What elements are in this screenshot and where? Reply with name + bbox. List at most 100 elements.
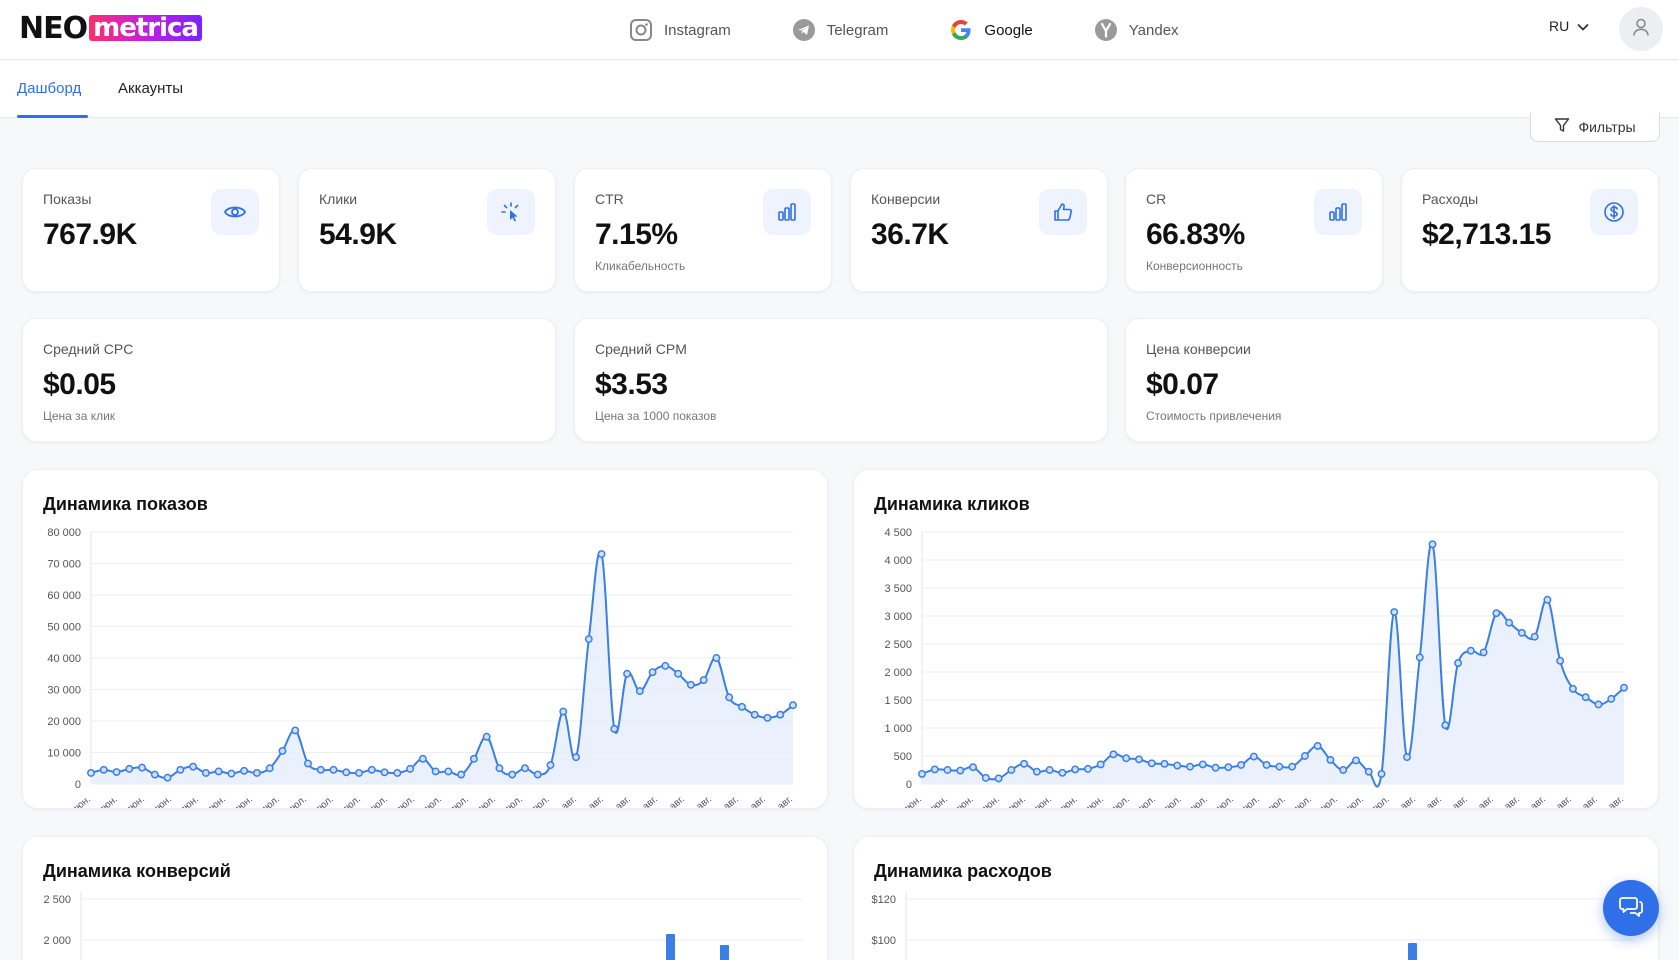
x-tick-label: июн. bbox=[1004, 794, 1027, 809]
instagram-icon bbox=[628, 17, 654, 43]
kpi-sub: Конверсионность bbox=[1146, 259, 1243, 273]
platform-google[interactable]: Google bbox=[948, 17, 1033, 43]
kpi-conversions: Конверсии 36.7K bbox=[850, 168, 1108, 292]
avatar[interactable] bbox=[1619, 7, 1663, 51]
x-tick-label: июн. bbox=[177, 794, 200, 809]
logo-neo: NEO bbox=[19, 10, 88, 46]
platform-label: Google bbox=[984, 21, 1033, 39]
kpi-label: Клики bbox=[319, 191, 358, 207]
tab-accounts[interactable]: Аккаунты bbox=[118, 80, 184, 97]
x-tick-label: июл. bbox=[1368, 794, 1392, 809]
language-value: RU bbox=[1549, 18, 1570, 34]
language-select[interactable]: RU bbox=[1549, 18, 1589, 34]
chart-title: Динамика показов bbox=[43, 494, 208, 514]
data-point bbox=[699, 676, 708, 685]
x-tick-label: авг. bbox=[614, 794, 633, 809]
chart-spend: Динамика расходов $120 $100 bbox=[853, 836, 1659, 960]
data-point bbox=[1262, 761, 1271, 769]
x-tick-label: авг. bbox=[1451, 794, 1470, 809]
conversions-bar-chart: 2 500 2 000 bbox=[43, 892, 803, 960]
x-tick-label: авг. bbox=[1607, 794, 1626, 809]
data-point bbox=[469, 754, 478, 763]
data-point bbox=[712, 654, 721, 662]
x-tick-label: июл. bbox=[1186, 794, 1210, 809]
data-point bbox=[1326, 755, 1335, 764]
platform-label: Yandex bbox=[1128, 21, 1179, 39]
telegram-icon bbox=[791, 17, 817, 43]
y-tick-label: 1 500 bbox=[884, 695, 912, 707]
x-tick-label: июл. bbox=[1264, 794, 1288, 809]
data-point bbox=[1403, 753, 1411, 762]
filters-button[interactable]: Фильтры bbox=[1530, 112, 1660, 142]
y-tick-label: 50 000 bbox=[47, 622, 81, 634]
x-tick-label: июл. bbox=[1108, 794, 1132, 809]
platform-yandex[interactable]: Yandex bbox=[1093, 17, 1179, 43]
data-point bbox=[189, 762, 198, 771]
user-icon bbox=[1631, 17, 1651, 42]
eye-icon bbox=[211, 189, 259, 235]
data-point bbox=[1568, 684, 1577, 693]
x-tick-label: авг. bbox=[749, 794, 768, 809]
y-tick-label: 3 500 bbox=[884, 583, 912, 595]
y-tick-label: $100 bbox=[872, 935, 896, 947]
data-point bbox=[1186, 762, 1194, 771]
data-point bbox=[1466, 646, 1475, 655]
y-tick-label: 500 bbox=[894, 751, 912, 763]
x-tick-label: июн. bbox=[1082, 794, 1105, 809]
data-point bbox=[457, 770, 466, 779]
logo[interactable]: NEO metrica bbox=[19, 10, 202, 46]
data-point bbox=[1607, 694, 1616, 703]
x-tick-label: авг. bbox=[668, 794, 687, 809]
data-point bbox=[138, 763, 147, 772]
x-tick-label: авг. bbox=[1503, 794, 1522, 809]
x-tick-label: июл. bbox=[285, 794, 309, 809]
x-tick-label: июн. bbox=[150, 794, 173, 809]
x-tick-label: июл. bbox=[501, 794, 525, 809]
data-point bbox=[1249, 752, 1258, 761]
metric-label: Средний CPC bbox=[43, 341, 134, 357]
active-tab-indicator bbox=[17, 115, 88, 118]
bar bbox=[720, 945, 729, 960]
platform-telegram[interactable]: Telegram bbox=[791, 17, 888, 43]
chat-button[interactable] bbox=[1603, 880, 1659, 936]
x-tick-label: июн. bbox=[952, 794, 975, 809]
bar-chart-icon bbox=[763, 189, 811, 235]
chart-title: Динамика кликов bbox=[874, 494, 1030, 514]
filters-label: Фильтры bbox=[1578, 118, 1636, 135]
y-tick-label: 80 000 bbox=[47, 527, 81, 539]
tab-dashboard[interactable]: Дашборд bbox=[17, 80, 82, 97]
tab-bar: Дашборд Аккаунты bbox=[0, 61, 1679, 118]
x-tick-label: авг. bbox=[1477, 794, 1496, 809]
data-point bbox=[1352, 756, 1360, 765]
y-tick-label: 3 000 bbox=[884, 611, 912, 623]
y-tick-label: 1 000 bbox=[884, 723, 912, 735]
chart-impressions: Динамика показов 0 10 000 20 000 30 000 40 0… bbox=[22, 469, 828, 809]
x-tick-label: июл. bbox=[258, 794, 282, 809]
platform-instagram[interactable]: Instagram bbox=[628, 17, 731, 43]
chart-title: Динамика расходов bbox=[874, 861, 1052, 881]
data-point bbox=[1032, 767, 1041, 776]
x-tick-label: июн. bbox=[123, 794, 146, 809]
data-point bbox=[431, 767, 440, 776]
data-point bbox=[99, 765, 108, 774]
bar bbox=[1408, 943, 1417, 960]
data-point bbox=[1160, 759, 1169, 768]
x-tick-label: июн. bbox=[978, 794, 1001, 809]
x-tick-label: авг. bbox=[722, 794, 741, 809]
data-point bbox=[508, 770, 517, 779]
data-point bbox=[87, 769, 95, 777]
data-point bbox=[789, 701, 797, 710]
data-point bbox=[1147, 759, 1156, 768]
kpi-label: Расходы bbox=[1422, 191, 1479, 207]
data-point bbox=[1454, 659, 1463, 667]
x-tick-label: авг. bbox=[1399, 794, 1418, 809]
kpi-label: CR bbox=[1146, 191, 1167, 207]
data-point bbox=[661, 661, 670, 670]
data-point bbox=[572, 753, 580, 762]
filter-icon bbox=[1554, 117, 1570, 136]
data-point bbox=[1288, 762, 1297, 771]
x-tick-label: авг. bbox=[587, 794, 606, 809]
data-point bbox=[533, 770, 542, 779]
cursor-click-icon bbox=[487, 189, 535, 235]
clicks-line-chart: 0 500 1 000 1 500 2 000 2 500 3 000 3 500 4 000 4… bbox=[884, 527, 1628, 809]
